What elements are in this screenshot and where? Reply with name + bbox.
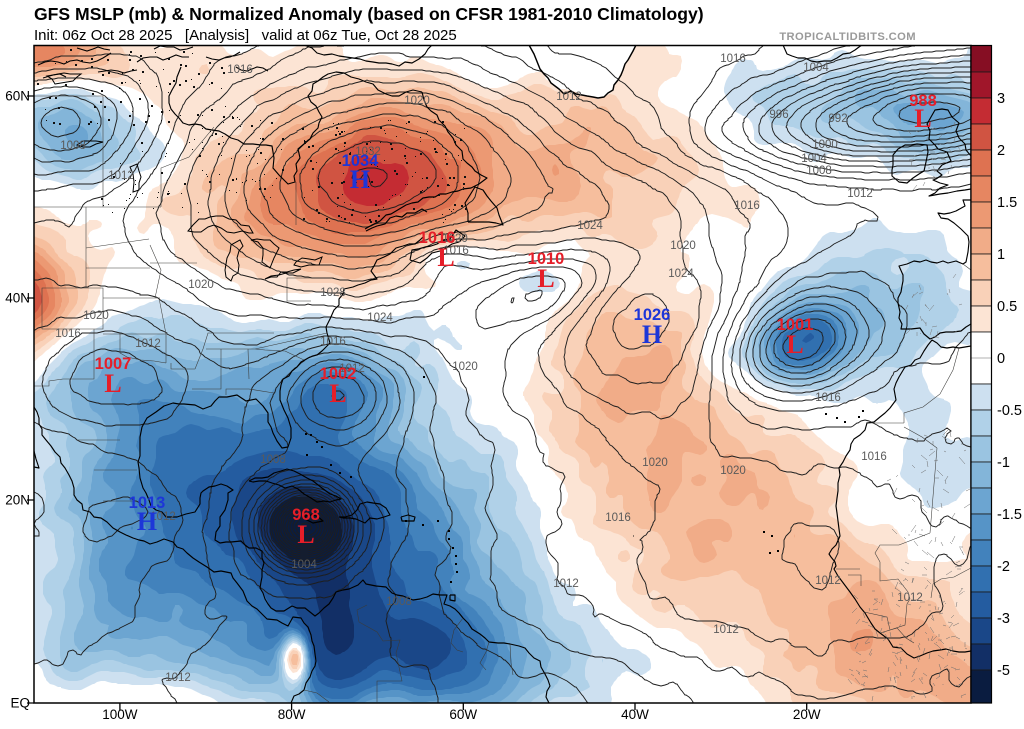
svg-text:1012: 1012	[339, 363, 365, 375]
svg-text:L: L	[437, 243, 454, 272]
svg-text:1016: 1016	[861, 451, 887, 463]
svg-text:1012: 1012	[847, 188, 873, 200]
svg-text:L: L	[104, 369, 121, 398]
svg-text:1016: 1016	[815, 392, 841, 404]
svg-text:1020: 1020	[642, 457, 668, 469]
svg-text:1012: 1012	[815, 575, 841, 587]
svg-text:1002: 1002	[320, 365, 357, 383]
svg-text:1016: 1016	[734, 200, 760, 212]
svg-text:1004: 1004	[291, 559, 317, 571]
svg-text:1008: 1008	[806, 165, 832, 177]
svg-text:1013: 1013	[129, 494, 166, 512]
svg-text:TROPICALTIDBITS.COM: TROPICALTIDBITS.COM	[779, 31, 916, 43]
svg-text:968: 968	[292, 506, 320, 524]
svg-text:1: 1	[997, 247, 1005, 263]
svg-text:40W: 40W	[621, 707, 649, 722]
svg-text:1016: 1016	[320, 336, 346, 348]
svg-text:-3: -3	[997, 611, 1010, 627]
svg-text:1004: 1004	[801, 153, 827, 165]
svg-text:-0.5: -0.5	[997, 403, 1022, 419]
svg-text:80W: 80W	[278, 707, 306, 722]
svg-text:1024: 1024	[668, 268, 694, 280]
svg-text:1020: 1020	[670, 240, 696, 252]
svg-text:1.5: 1.5	[997, 195, 1017, 211]
svg-text:L: L	[297, 520, 314, 549]
svg-text:1012: 1012	[165, 672, 191, 684]
svg-text:988: 988	[909, 92, 937, 110]
svg-text:L: L	[329, 379, 346, 408]
svg-text:100W: 100W	[102, 707, 138, 722]
svg-text:0.5: 0.5	[997, 299, 1017, 315]
svg-text:1016: 1016	[720, 53, 746, 65]
svg-text:1032: 1032	[355, 146, 381, 158]
svg-text:1016: 1016	[227, 64, 253, 76]
svg-text:1012: 1012	[897, 592, 923, 604]
svg-text:GFS MSLP (mb) & Normalized Ano: GFS MSLP (mb) & Normalized Anomaly (base…	[34, 4, 704, 24]
svg-text:H: H	[350, 165, 370, 194]
svg-text:60N: 60N	[5, 89, 30, 104]
svg-text:H: H	[137, 507, 157, 536]
svg-text:-1.5: -1.5	[997, 507, 1022, 523]
svg-text:1012: 1012	[135, 338, 161, 350]
svg-text:1008: 1008	[260, 454, 286, 466]
svg-text:60W: 60W	[449, 707, 477, 722]
svg-text:1001: 1001	[777, 316, 814, 334]
svg-text:H: H	[642, 320, 662, 349]
svg-text:1028: 1028	[320, 287, 346, 299]
svg-text:40N: 40N	[5, 291, 30, 306]
svg-text:3: 3	[997, 91, 1005, 107]
svg-text:1016: 1016	[605, 512, 631, 524]
svg-text:-1: -1	[997, 455, 1010, 471]
svg-text:1020: 1020	[452, 361, 478, 373]
svg-text:1010: 1010	[528, 250, 565, 268]
svg-text:Init: 06z Oct 28 2025 [Analy: Init: 06z Oct 28 2025 [Analysis] valid a…	[34, 27, 457, 44]
svg-text:1008: 1008	[60, 140, 86, 152]
svg-text:992: 992	[828, 113, 847, 125]
svg-text:1024: 1024	[367, 312, 393, 324]
svg-text:1012: 1012	[553, 578, 579, 590]
svg-text:20N: 20N	[5, 493, 30, 508]
svg-text:1020: 1020	[404, 95, 430, 107]
svg-text:1020: 1020	[188, 279, 214, 291]
svg-text:1034: 1034	[342, 152, 380, 170]
svg-text:1008: 1008	[386, 596, 412, 608]
svg-text:1024: 1024	[577, 220, 603, 232]
svg-text:L: L	[786, 330, 803, 359]
svg-text:-5: -5	[997, 663, 1010, 679]
svg-text:1000: 1000	[812, 139, 838, 151]
svg-text:L: L	[914, 104, 931, 133]
svg-text:1012: 1012	[713, 624, 739, 636]
svg-text:1016: 1016	[443, 245, 469, 257]
svg-text:1004: 1004	[803, 62, 829, 74]
svg-text:L: L	[537, 264, 554, 293]
svg-text:1020: 1020	[442, 233, 468, 245]
svg-text:20W: 20W	[793, 707, 821, 722]
svg-text:1020: 1020	[83, 310, 109, 322]
svg-text:1020: 1020	[720, 465, 746, 477]
svg-text:1016: 1016	[55, 328, 81, 340]
svg-text:0: 0	[997, 351, 1005, 367]
svg-text:1012: 1012	[556, 91, 582, 103]
svg-text:1016: 1016	[419, 229, 456, 247]
svg-text:-2: -2	[997, 559, 1010, 575]
svg-text:1026: 1026	[634, 306, 671, 324]
svg-text:996: 996	[769, 109, 788, 121]
svg-text:1012: 1012	[108, 170, 134, 182]
svg-text:2: 2	[997, 143, 1005, 159]
svg-text:1007: 1007	[95, 355, 132, 373]
svg-text:1012: 1012	[150, 511, 176, 523]
svg-text:EQ: EQ	[10, 696, 30, 711]
